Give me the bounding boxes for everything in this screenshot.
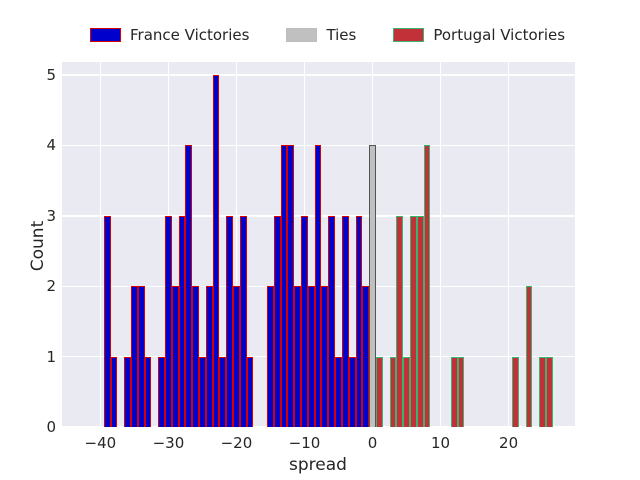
bar-france-victories — [178, 215, 186, 427]
bar-france-victories — [124, 356, 131, 427]
legend-label: Portugal Victories — [433, 26, 566, 44]
bar-france-victories — [165, 215, 172, 427]
bar-france-victories — [158, 356, 165, 427]
bar-portugal-victories — [457, 356, 465, 427]
bar-france-victories — [144, 356, 152, 427]
legend-label: Ties — [326, 26, 357, 44]
grid-line-x — [235, 62, 238, 427]
bar-france-victories — [226, 215, 234, 427]
bar-france-victories — [301, 215, 308, 427]
x-tick-label: 20 — [499, 434, 519, 452]
y-tick-label: 5 — [46, 66, 56, 85]
y-tick-label: 1 — [46, 347, 56, 366]
bar-france-victories — [246, 356, 254, 427]
y-tick-label: 0 — [46, 418, 56, 436]
bar-portugal-victories — [511, 356, 519, 427]
x-tick-label: −40 — [84, 434, 117, 452]
bar-france-victories — [321, 286, 329, 427]
bar-france-victories — [307, 286, 315, 427]
bar-portugal-victories — [389, 356, 397, 427]
bar-france-victories — [137, 286, 145, 427]
bar-france-victories — [171, 286, 179, 427]
bar-france-victories — [233, 286, 240, 427]
x-tick-label: 10 — [431, 434, 451, 452]
legend-item-portugal-victories: Portugal Victories — [393, 26, 565, 44]
legend: France Victories Ties Portugal Victories — [90, 26, 565, 44]
x-tick-label: −30 — [152, 434, 185, 452]
grid-line-y — [62, 426, 575, 428]
bar-france-victories — [328, 215, 336, 427]
grid-line-y — [62, 144, 575, 147]
y-tick-label: 3 — [46, 206, 56, 225]
x-tick-label: −10 — [288, 434, 321, 452]
x-tick-label: 0 — [367, 434, 378, 452]
bar-portugal-victories — [546, 356, 553, 427]
grid-line-x — [99, 62, 102, 427]
bar-portugal-victories — [423, 145, 431, 427]
bar-portugal-victories — [409, 215, 417, 427]
bar-france-victories — [314, 145, 322, 427]
bar-france-victories — [219, 356, 227, 427]
bar-ties — [369, 145, 376, 427]
bar-france-victories — [335, 356, 342, 427]
bar-france-victories — [239, 215, 247, 427]
bar-france-victories — [205, 286, 213, 427]
bar-france-victories — [355, 215, 363, 427]
grid-line-x — [439, 62, 442, 427]
bar-portugal-victories — [525, 286, 533, 427]
bar-france-victories — [212, 75, 220, 427]
bar-france-victories — [362, 286, 370, 427]
legend-swatch-france-victories — [90, 28, 121, 42]
y-axis-label: Count — [28, 220, 48, 272]
legend-item-ties: Ties — [286, 26, 356, 44]
bar-france-victories — [267, 286, 274, 427]
bar-portugal-victories — [396, 215, 404, 427]
bar-portugal-victories — [403, 356, 410, 427]
bar-france-victories — [130, 286, 138, 427]
legend-swatch-portugal-victories — [393, 28, 425, 42]
legend-label: France Victories — [130, 26, 250, 44]
bar-france-victories — [110, 356, 118, 427]
x-tick-label: −20 — [220, 434, 253, 452]
legend-swatch-ties — [286, 28, 318, 42]
bar-portugal-victories — [450, 356, 458, 427]
legend-item-france-victories: France Victories — [90, 26, 249, 44]
bar-france-victories — [287, 145, 295, 427]
plot-area — [62, 62, 575, 428]
y-tick-label: 2 — [46, 277, 56, 296]
bar-france-victories — [280, 145, 288, 427]
bar-portugal-victories — [416, 215, 424, 427]
bar-france-victories — [348, 356, 356, 427]
bar-france-victories — [103, 215, 111, 427]
bar-france-victories — [199, 356, 206, 427]
x-axis-label: spread — [289, 455, 347, 475]
bar-france-victories — [341, 215, 349, 427]
grid-line-x — [507, 62, 510, 427]
bar-portugal-victories — [539, 356, 546, 427]
bar-france-victories — [294, 286, 302, 427]
bar-portugal-victories — [375, 356, 383, 427]
y-tick-label: 4 — [46, 136, 56, 155]
bar-france-victories — [185, 145, 193, 427]
bar-france-victories — [192, 286, 200, 427]
grid-line-y — [62, 74, 575, 76]
bar-france-victories — [273, 215, 281, 427]
